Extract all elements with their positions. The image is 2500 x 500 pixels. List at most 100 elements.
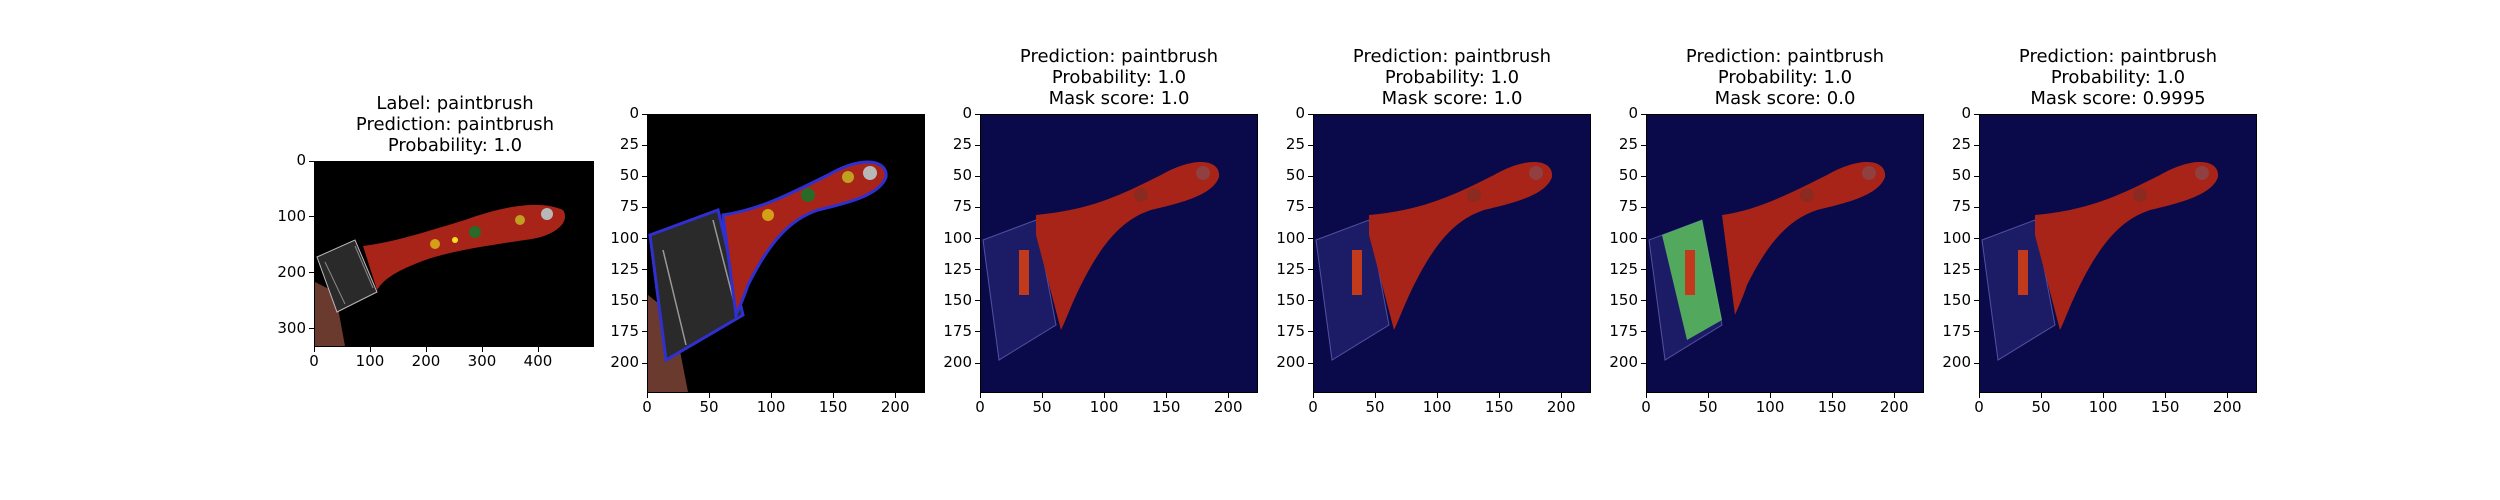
title-line: Probability: 1.0	[1051, 67, 1187, 88]
title-line: Mask score: 1.0	[1381, 88, 1523, 109]
y-tick-label: 125	[1942, 259, 1971, 278]
x-tick-label: 150	[818, 398, 848, 416]
title-line: Probability: 1.0	[2050, 67, 2186, 88]
y-tick-label: 50	[1618, 166, 1638, 185]
y-tick-mark	[1308, 362, 1313, 364]
panel-title: Label: paintbrush Prediction: paintbrush…	[315, 93, 595, 156]
y-tick-label: 25	[1618, 135, 1638, 154]
mask-overlay-image	[981, 115, 1257, 392]
title-line: Probability: 1.0	[387, 135, 523, 156]
title-line: Mask score: 0.0	[1714, 88, 1856, 109]
y-tick-label: 0	[962, 104, 972, 122]
x-tick-mark	[2102, 393, 2104, 398]
panel-title: Prediction: paintbrush Probability: 1.0 …	[980, 46, 1258, 109]
x-tick-label: 50	[699, 398, 719, 416]
y-tick-mark	[642, 300, 647, 302]
y-tick-mark	[642, 206, 647, 208]
y-tick-mark	[975, 269, 980, 271]
x-tick-label: 150	[1817, 398, 1847, 416]
y-tick-mark	[309, 160, 314, 162]
y-tick-label: 25	[1285, 135, 1305, 154]
y-tick-label: 75	[1951, 197, 1971, 216]
x-tick-mark	[1831, 393, 1833, 398]
x-tick-label: 200	[1879, 398, 1909, 416]
y-tick-label: 25	[1951, 135, 1971, 154]
x-tick-label: 400	[523, 352, 553, 370]
x-tick-mark	[2040, 393, 2042, 398]
y-tick-mark	[642, 269, 647, 271]
y-tick-label: 50	[1285, 166, 1305, 185]
y-tick-mark	[309, 216, 314, 218]
y-tick-mark	[1641, 206, 1646, 208]
x-tick-label: 150	[1151, 398, 1181, 416]
y-tick-label: 75	[1618, 197, 1638, 216]
x-tick-mark	[1560, 393, 1562, 398]
y-tick-label: 100	[1609, 228, 1638, 247]
x-tick-label: 50	[2031, 398, 2051, 416]
y-tick-label: 200	[1276, 353, 1305, 372]
title-line: Prediction: paintbrush	[2018, 46, 2218, 67]
y-tick-mark	[1974, 238, 1979, 240]
y-tick-label: 100	[610, 228, 639, 247]
y-tick-mark	[975, 175, 980, 177]
paintbrush-image	[648, 115, 924, 392]
x-tick-label: 0	[642, 398, 652, 416]
y-tick-label: 150	[1276, 290, 1305, 309]
image-axes	[314, 161, 594, 347]
y-tick-mark	[1641, 331, 1646, 333]
y-tick-mark	[1974, 362, 1979, 364]
x-tick-mark	[537, 347, 539, 352]
x-tick-label: 0	[975, 398, 985, 416]
y-tick-label: 75	[952, 197, 972, 216]
x-tick-mark	[1645, 393, 1647, 398]
y-tick-mark	[975, 331, 980, 333]
y-tick-label: 200	[943, 353, 972, 372]
title-line: Prediction: paintbrush	[1352, 46, 1552, 67]
panel-title: Prediction: paintbrush Probability: 1.0 …	[1646, 46, 1924, 109]
y-tick-label: 175	[610, 321, 639, 340]
y-tick-mark	[1308, 206, 1313, 208]
y-tick-mark	[1641, 269, 1646, 271]
y-tick-label: 200	[610, 353, 639, 372]
y-tick-label: 0	[1295, 104, 1305, 122]
x-tick-label: 100	[756, 398, 786, 416]
y-tick-mark	[1974, 206, 1979, 208]
y-tick-mark	[1974, 300, 1979, 302]
y-tick-label: 50	[619, 166, 639, 185]
x-tick-label: 100	[1089, 398, 1119, 416]
y-tick-label: 150	[610, 290, 639, 309]
y-tick-label: 150	[1609, 290, 1638, 309]
x-tick-mark	[1498, 393, 1500, 398]
title-line: Prediction: paintbrush	[355, 114, 555, 135]
image-axes	[1313, 114, 1591, 393]
y-tick-mark	[1308, 175, 1313, 177]
y-tick-label: 200	[277, 262, 306, 281]
y-tick-mark	[975, 362, 980, 364]
y-tick-label: 25	[619, 135, 639, 154]
y-tick-mark	[975, 238, 980, 240]
y-tick-label: 100	[1276, 228, 1305, 247]
mask-overlay-image	[1314, 115, 1590, 392]
x-tick-mark	[1312, 393, 1314, 398]
y-tick-mark	[1974, 331, 1979, 333]
x-tick-mark	[1103, 393, 1105, 398]
y-tick-mark	[1641, 362, 1646, 364]
y-tick-label: 175	[1942, 321, 1971, 340]
y-tick-mark	[1974, 113, 1979, 115]
y-tick-label: 50	[952, 166, 972, 185]
title-line: Label: paintbrush	[376, 93, 534, 114]
x-tick-mark	[1769, 393, 1771, 398]
x-tick-mark	[894, 393, 896, 398]
y-tick-label: 125	[1276, 259, 1305, 278]
y-tick-label: 50	[1951, 166, 1971, 185]
y-tick-label: 125	[1609, 259, 1638, 278]
y-tick-mark	[1308, 269, 1313, 271]
x-tick-mark	[1978, 393, 1980, 398]
y-tick-mark	[1308, 238, 1313, 240]
x-tick-mark	[2226, 393, 2228, 398]
image-axes	[1979, 114, 2257, 393]
x-tick-mark	[1165, 393, 1167, 398]
y-tick-mark	[642, 144, 647, 146]
x-tick-label: 150	[1484, 398, 1514, 416]
x-tick-mark	[979, 393, 981, 398]
